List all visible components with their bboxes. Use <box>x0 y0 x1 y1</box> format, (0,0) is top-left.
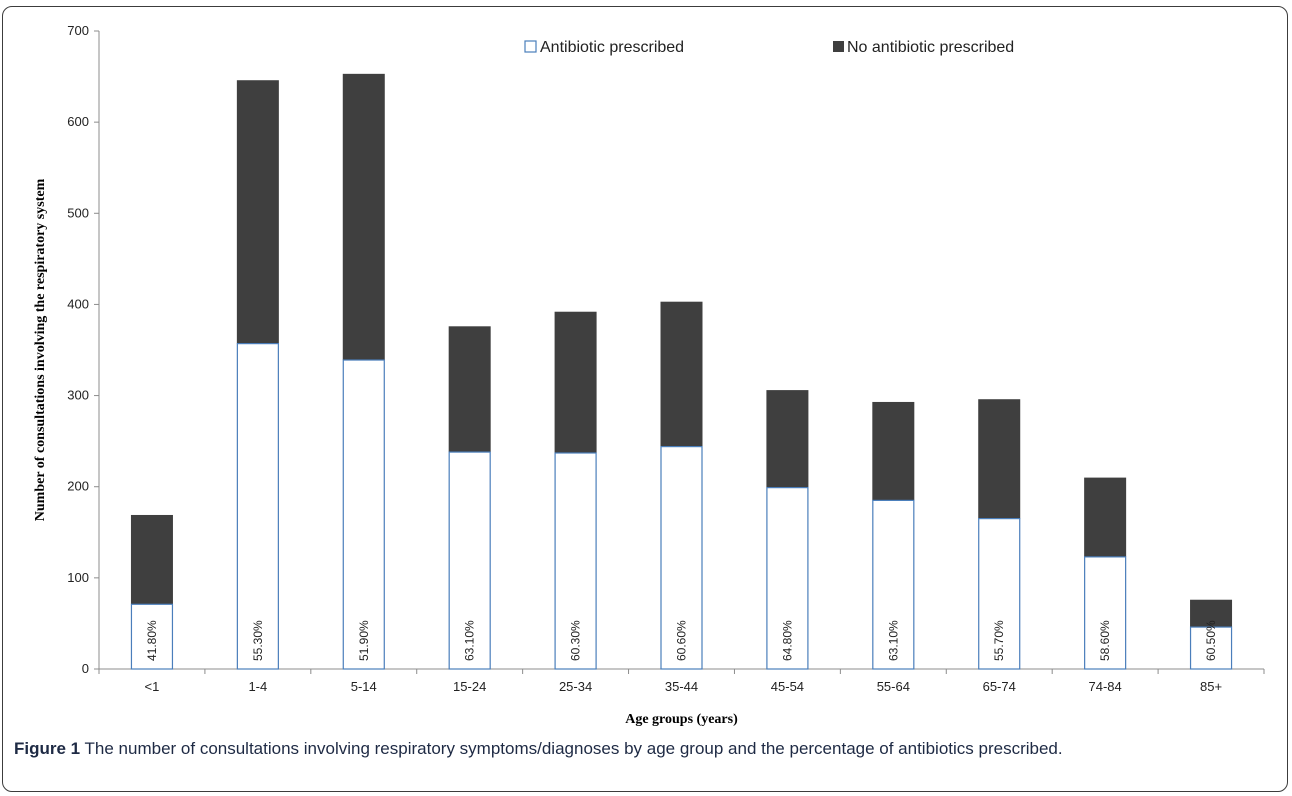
x-tick-label: 45-54 <box>771 679 804 694</box>
percent-label: 55.30% <box>251 620 265 661</box>
legend-label-antibiotic: Antibiotic prescribed <box>540 39 684 56</box>
x-tick-label: 5-14 <box>351 679 377 694</box>
percent-label: 63.10% <box>886 620 900 661</box>
x-tick-label: 74-84 <box>1089 679 1122 694</box>
percent-label: 60.50% <box>1204 620 1218 661</box>
bar-no-antibiotic <box>1084 477 1127 557</box>
bar-antibiotic <box>554 452 597 670</box>
x-tick-label: 55-64 <box>877 679 910 694</box>
caption-label: Figure 1 <box>14 739 81 758</box>
y-tick-label: 400 <box>67 296 89 311</box>
bar-antibiotic <box>1084 556 1127 670</box>
bar-no-antibiotic <box>130 514 173 605</box>
y-tick-label: 200 <box>67 479 89 494</box>
percent-label: 58.60% <box>1098 620 1112 661</box>
bar-no-antibiotic <box>342 73 385 361</box>
x-tick-label: 1-4 <box>248 679 267 694</box>
bar-antibiotic <box>660 446 703 670</box>
x-tick-label: 35-44 <box>665 679 698 694</box>
legend-swatch-no-antibiotic <box>833 41 844 52</box>
percent-label: 63.10% <box>463 620 477 661</box>
bar-no-antibiotic <box>554 311 597 453</box>
x-tick-label: 25-34 <box>559 679 592 694</box>
caption-text: The number of consultations involving re… <box>80 739 1063 758</box>
legend: Antibiotic prescribed No antibiotic pres… <box>524 39 1014 56</box>
bar-no-antibiotic <box>872 401 915 501</box>
bar-no-antibiotic <box>660 301 703 447</box>
bar-no-antibiotic <box>1190 599 1233 628</box>
percent-label: 55.70% <box>992 620 1006 661</box>
y-tick-label: 500 <box>67 205 89 220</box>
y-tick-label: 0 <box>82 661 89 676</box>
bar-antibiotic <box>1189 626 1233 670</box>
percent-label: 41.80% <box>145 620 159 661</box>
bar-no-antibiotic <box>448 326 491 453</box>
bar-antibiotic <box>766 487 809 670</box>
x-tick-label: <1 <box>145 679 160 694</box>
percent-label: 60.30% <box>569 620 583 661</box>
stacked-bar-chart: 0 100 200 300 400 500 600 700 41.80% 55.30% 51.90… <box>33 23 1265 727</box>
legend-label-no-antibiotic: No antibiotic prescribed <box>847 39 1014 56</box>
x-tick-label: 15-24 <box>453 679 486 694</box>
percent-label: 64.80% <box>780 620 794 661</box>
bar-antibiotic <box>342 359 385 670</box>
percent-label: 51.90% <box>357 620 371 661</box>
bar-no-antibiotic <box>236 80 279 344</box>
bar-antibiotic <box>978 518 1021 670</box>
y-tick-label: 300 <box>67 388 89 403</box>
x-tick-label: 65-74 <box>983 679 1016 694</box>
bar-no-antibiotic <box>978 399 1021 519</box>
y-axis-ticks: 0 100 200 300 400 500 600 700 <box>67 23 99 676</box>
bar-antibiotic <box>448 451 491 670</box>
bars: 41.80% 55.30% 51.90% 63.10% 60.30% 60.60% 64.8… <box>130 73 1233 670</box>
bar-no-antibiotic <box>766 390 809 488</box>
percent-label: 60.60% <box>675 620 689 661</box>
y-tick-label: 700 <box>67 23 89 38</box>
y-axis-title: Number of consultations involving the re… <box>33 178 48 521</box>
y-tick-label: 600 <box>67 114 89 129</box>
x-axis-title: Age groups (years) <box>625 712 738 727</box>
y-tick-label: 100 <box>67 570 89 585</box>
legend-swatch-antibiotic <box>524 40 537 53</box>
figure-frame <box>2 6 1288 792</box>
x-axis-ticks: <1 1-4 5-14 15-24 25-34 35-44 45-54 55-64 65-74 7… <box>98 669 1265 694</box>
bar-antibiotic <box>872 499 915 670</box>
bar-antibiotic <box>130 603 174 670</box>
figure-caption: Figure 1 The number of consultations inv… <box>14 738 1279 760</box>
bar-antibiotic <box>236 343 279 670</box>
x-tick-label: 85+ <box>1200 679 1222 694</box>
